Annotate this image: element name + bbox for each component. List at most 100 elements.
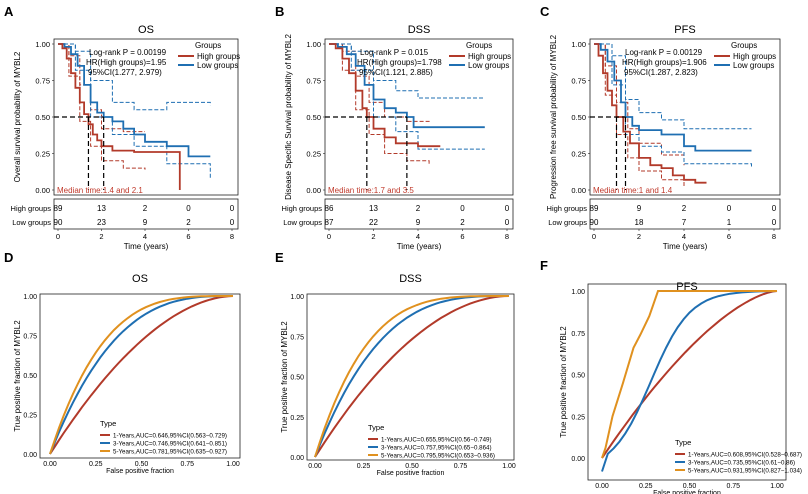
roc-curve-1yr (601, 290, 778, 459)
legend-label: 1-Years,AUC=0.655,95%CI(0.56−0.749) (381, 437, 492, 444)
low-ci-line (58, 43, 211, 179)
risk-count: 7 (682, 218, 687, 227)
high-ci-line (594, 43, 685, 188)
x-tick-label: 0.00 (43, 461, 57, 468)
roc-curve-5yr (601, 290, 777, 459)
x-tick-label: 0 (327, 232, 331, 241)
x-tick-label: 0.25 (639, 483, 653, 490)
y-tick-label: 0.25 (306, 150, 321, 159)
y-axis-label: Progression free survival probability of… (549, 34, 558, 199)
y-tick-label: 0.50 (571, 373, 585, 380)
legend-label: 1-Years,AUC=0.608,95%CI(0.528−0.687) (688, 452, 802, 459)
risk-count: 2 (416, 204, 421, 213)
legend-label: 3-Years,AUC=0.757,95%CI(0.65−0.864) (381, 445, 492, 452)
legend-label: 5-Years,AUC=0.781,95%CI(0.635−0.927) (113, 449, 227, 456)
risk-count: 0 (186, 204, 191, 213)
panel-letter: E (275, 250, 284, 265)
x-axis-label: False positive fraction (106, 468, 174, 475)
y-tick-label: 1.00 (23, 294, 37, 301)
panel-letter: D (4, 250, 13, 265)
y-tick-label: 0.00 (571, 456, 585, 463)
plot-frame (306, 293, 515, 461)
x-tick-label: 4 (416, 232, 420, 241)
risk-count: 0 (460, 204, 465, 213)
x-tick-label: 4 (682, 232, 686, 241)
risk-count: 0 (230, 204, 235, 213)
risk-count: 0 (772, 204, 777, 213)
y-tick-label: 0.00 (23, 452, 37, 459)
risk-row-label: Low groups (283, 218, 322, 227)
x-tick-label: 0 (56, 232, 60, 241)
km-panel-pfs: C PFS Progression free survival probabilit… (540, 4, 781, 251)
risk-count: 90 (590, 218, 599, 227)
legend-low-label: Low groups (197, 61, 238, 70)
stat-text-0: Log-rank P = 0.015 (360, 48, 429, 57)
legend-label: 1-Years,AUC=0.646,95%CI(0.563−0.729) (113, 433, 227, 440)
stat-text-2: 95%CI(1.121, 2.885) (359, 68, 433, 77)
panel-letter: F (540, 258, 548, 273)
y-tick-label: 1.00 (306, 40, 321, 49)
panel-title: DSS (399, 273, 422, 285)
risk-count: 0 (505, 204, 510, 213)
plot-frame (39, 293, 241, 459)
x-axis-label: Time (years) (397, 242, 442, 251)
roc-curve-5yr (314, 295, 509, 458)
x-tick-label: 0.00 (595, 483, 609, 490)
legend-title: Type (675, 438, 691, 447)
risk-count: 2 (143, 204, 148, 213)
risk-count: 13 (369, 204, 378, 213)
x-tick-label: 4 (143, 232, 147, 241)
y-tick-label: 0.75 (35, 77, 50, 86)
y-tick-label: 0.00 (306, 186, 321, 195)
x-tick-label: 0.50 (683, 483, 697, 490)
legend-label: 5-Years,AUC=0.795,95%CI(0.653−0.936) (381, 453, 495, 460)
y-tick-label: 0.25 (23, 413, 37, 420)
y-axis-label: Overall survival probability of MYBL2 (13, 51, 22, 182)
x-tick-label: 1.00 (770, 483, 784, 490)
x-tick-label: 0.25 (89, 461, 103, 468)
high-groups-curve (58, 43, 181, 190)
legend-low-label: Low groups (468, 61, 509, 70)
x-tick-label: 6 (727, 232, 731, 241)
risk-count: 90 (54, 218, 63, 227)
x-axis-label: False positive fraction (653, 490, 721, 494)
panel-title: OS (138, 24, 154, 36)
panel-title: OS (132, 273, 148, 285)
legend-high-label: High groups (468, 52, 511, 61)
risk-row-label: High groups (547, 204, 588, 213)
x-tick-label: 0.25 (357, 463, 371, 470)
x-tick-label: 2 (637, 232, 641, 241)
y-tick-label: 0.75 (23, 334, 37, 341)
risk-row-label: High groups (282, 204, 323, 213)
y-tick-label: 0.50 (571, 113, 586, 122)
risk-count: 86 (325, 204, 334, 213)
stat-text-0: Log-rank P = 0.00199 (89, 48, 167, 57)
risk-count: 2 (186, 218, 191, 227)
risk-count: 2 (460, 218, 465, 227)
median-time-text: Median time:1.4 and 2.1 (57, 186, 143, 195)
stat-text-2: 95%CI(1.277, 2.979) (88, 68, 162, 77)
y-tick-label: 0.50 (23, 373, 37, 380)
x-tick-label: 0.50 (405, 463, 419, 470)
x-tick-label: 6 (460, 232, 464, 241)
x-tick-label: 0 (592, 232, 596, 241)
y-tick-label: 0.50 (35, 113, 50, 122)
risk-count: 23 (97, 218, 106, 227)
roc-curve-3yr (314, 295, 509, 458)
risk-count: 0 (230, 218, 235, 227)
y-tick-label: 1.00 (35, 40, 50, 49)
risk-row-label: High groups (11, 204, 52, 213)
roc-curve-5yr (49, 295, 233, 455)
x-tick-label: 0.00 (308, 463, 322, 470)
stat-text-1: HR(High groups)=1.798 (357, 58, 442, 67)
risk-count: 2 (682, 204, 687, 213)
km-panel-dss: B DSS Disease Specific Survival probabilit… (275, 4, 514, 251)
low-groups-curve (329, 43, 485, 129)
low-groups-curve (58, 43, 211, 158)
legend-high-label: High groups (197, 52, 240, 61)
panel-letter: B (275, 4, 284, 19)
x-tick-label: 8 (230, 232, 234, 241)
panel-title: DSS (408, 24, 431, 36)
